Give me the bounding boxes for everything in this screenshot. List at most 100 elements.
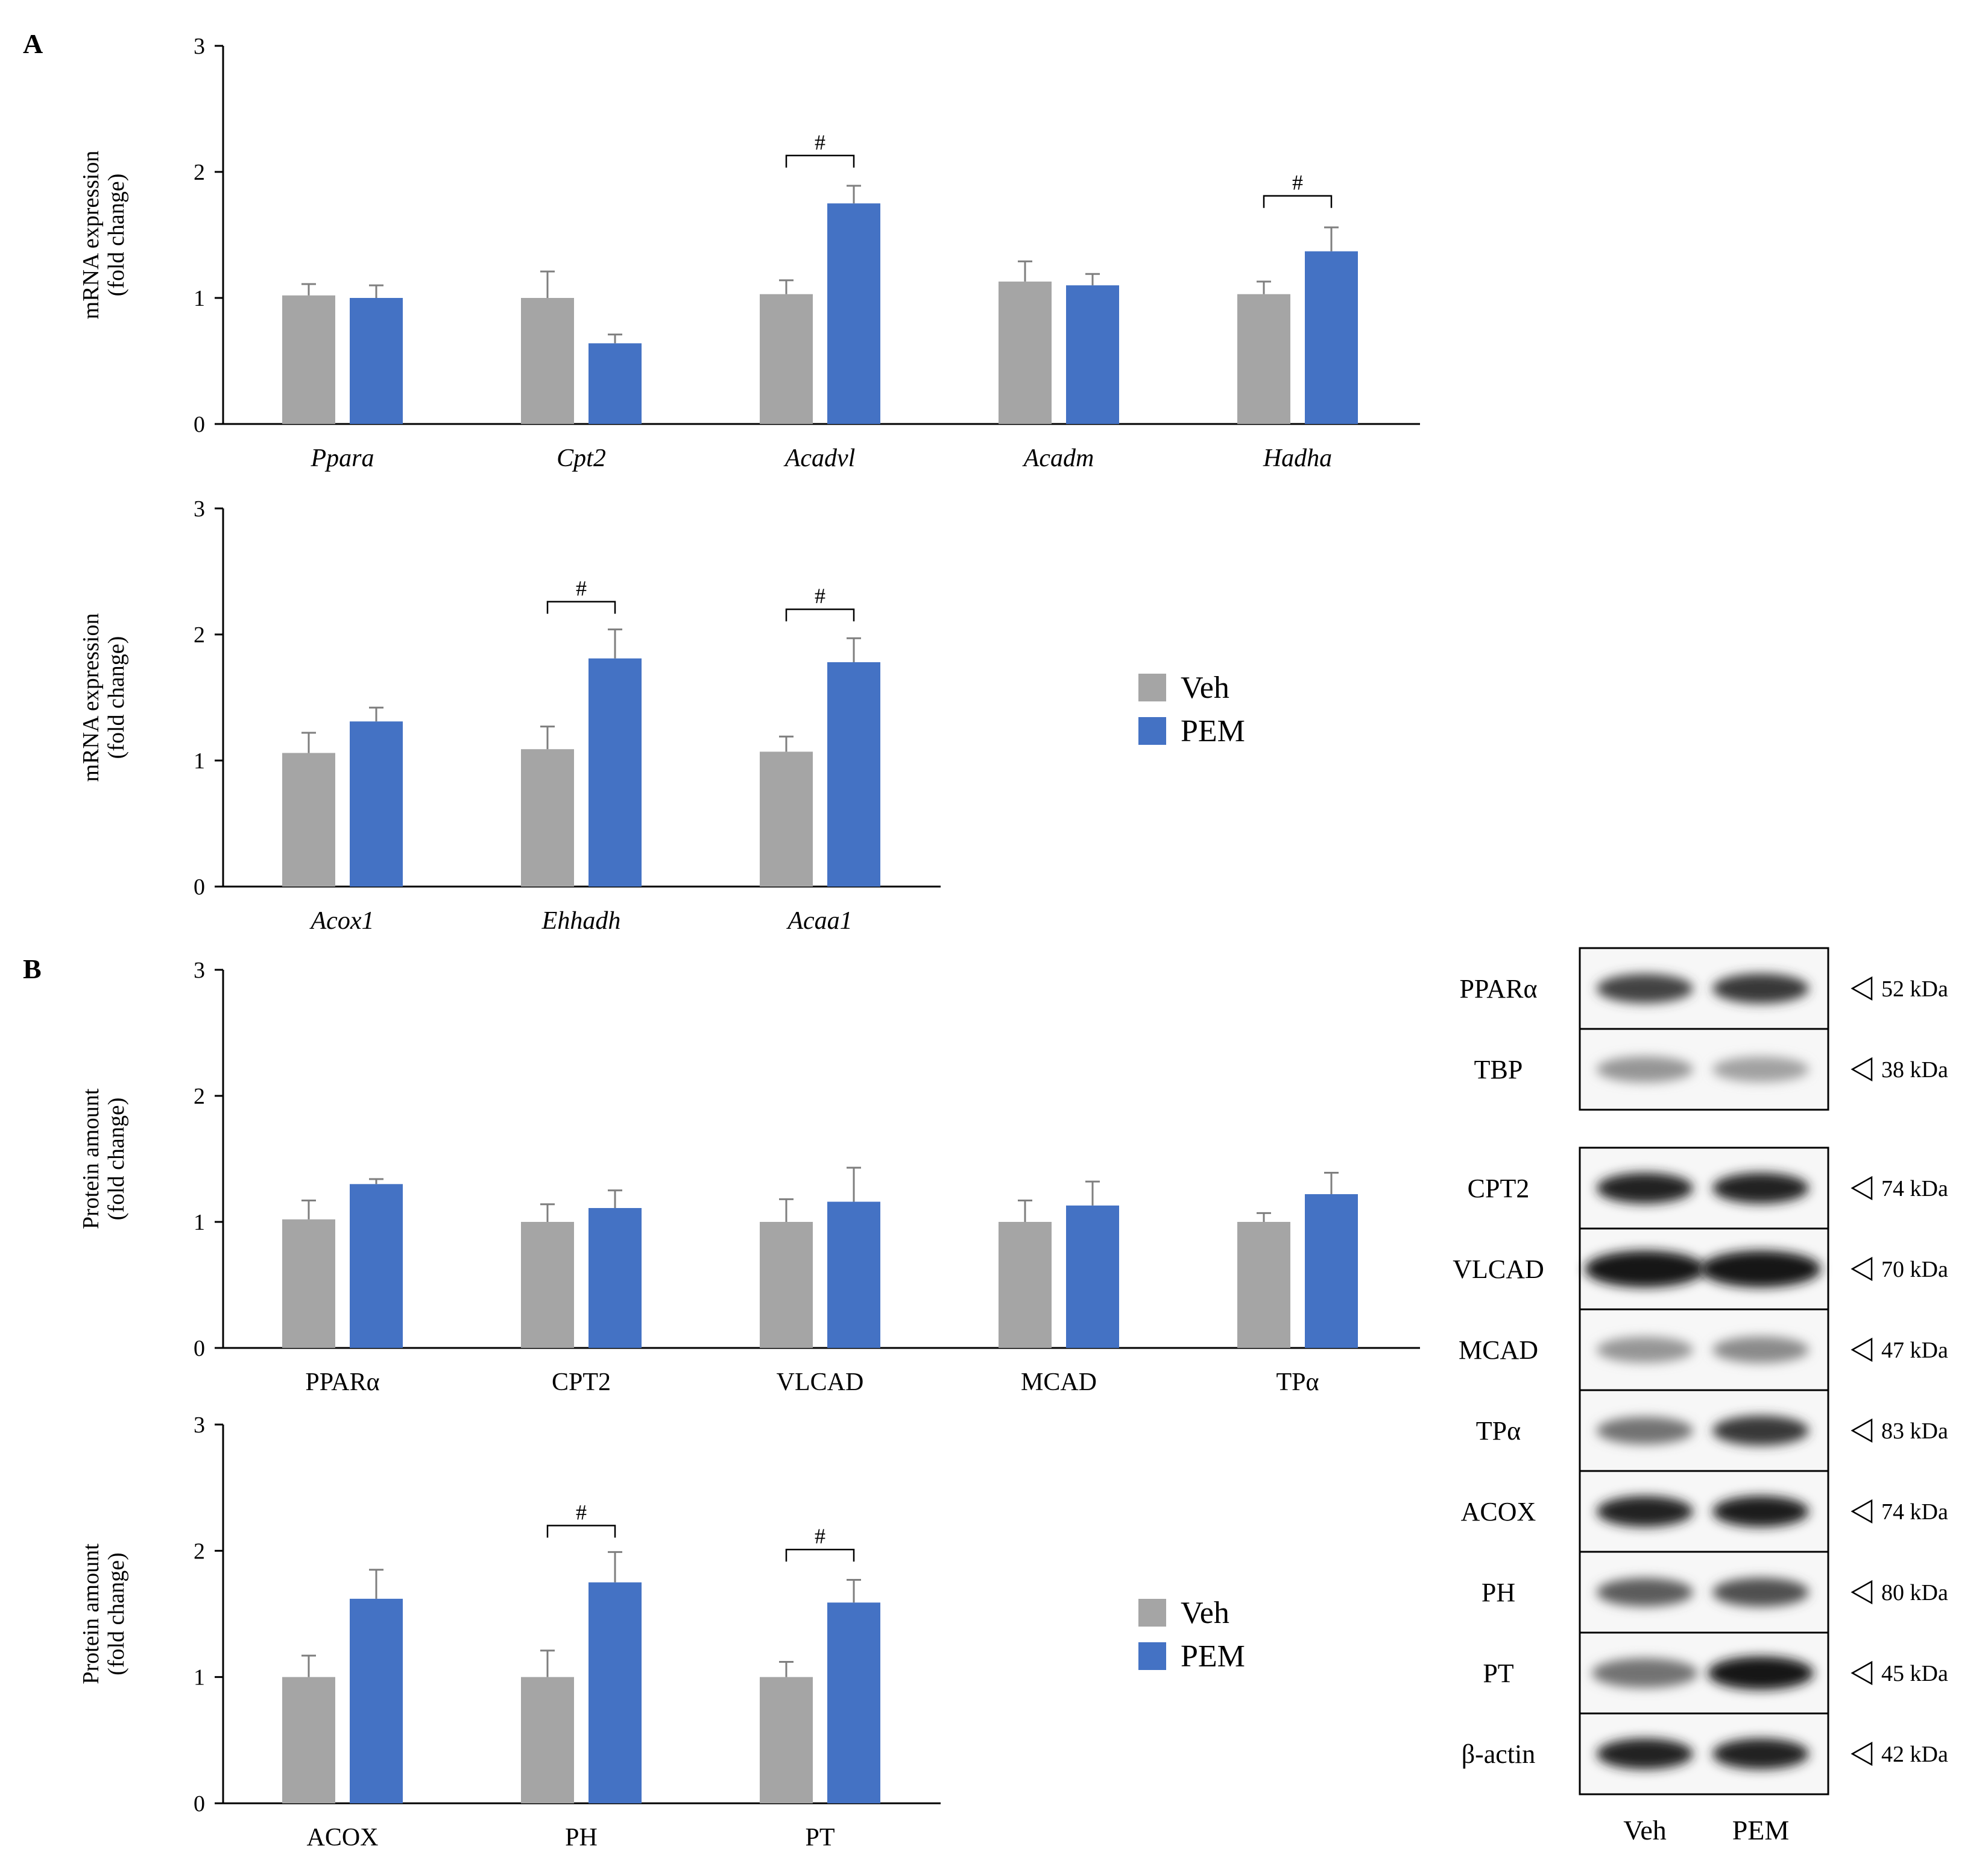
band-pem-pt [1708,1656,1814,1690]
bar-veh-tp [1237,1222,1290,1348]
bar-veh-acaa1 [760,751,813,887]
marker-arrow-icon [1851,1337,1873,1362]
marker-arrow-icon [1851,1175,1873,1201]
y-axis-label-line: (fold change) [104,1552,129,1675]
y-tick-label: 3 [194,496,205,522]
legend: Veh PEM [1138,671,1245,748]
band-veh-pt [1592,1658,1698,1688]
blot-row-actin: β-actin 42 kDa [1462,1712,1948,1795]
bar-pem-acaa1 [827,662,880,887]
bar-pem-ehhadh [589,658,642,887]
band-pem-vlcad [1700,1250,1821,1288]
bar-veh-ph [521,1677,574,1803]
blot-row-acox: ACOX 74 kDa [1461,1470,1948,1553]
legend-label-pem: PEM [1181,1639,1245,1674]
y-tick-label: 1 [194,1665,205,1691]
marker-arrow-icon [1851,1580,1873,1605]
bar-veh-cpt2 [521,1222,574,1348]
chart-b2: 0 1 2 3 Protein amount(fold change) ACOX PH PT #… [78,1412,941,1852]
y-tick-label: 1 [194,748,205,774]
marker-arrow-icon [1851,1499,1873,1524]
y-tick-label: 1 [194,286,205,311]
bar-pem-hadha [1305,251,1358,424]
marker-arrow-icon [1851,1741,1873,1767]
band-veh-vlcad [1585,1250,1705,1288]
category-label-acox1: Acox1 [309,907,374,935]
category-label-tp: TPα [1276,1368,1319,1396]
bar-veh-cpt2 [521,298,574,424]
legend-swatch-pem [1138,717,1166,745]
bar-pem-acadvl [827,203,880,424]
band-pem-ppar [1712,973,1809,1004]
significance-bracket-hadha [1263,195,1333,208]
y-axis-label-line: (fold change) [104,636,129,759]
lane-label-veh: Veh [1623,1815,1667,1846]
molecular-weight-label: 83 kDa [1881,1419,1948,1444]
significance-bracket-acadvl [785,154,855,168]
bar-pem-tp [1305,1194,1358,1348]
blot-row-ppar: PPARα 52 kDa [1459,947,1948,1030]
y-axis-label-line: Protein amount [78,1543,104,1684]
bar-veh-acadvl [760,294,813,424]
panel-a-letter: A [23,28,43,59]
y-tick-label: 0 [194,1791,205,1817]
lane-label-pem: PEM [1732,1815,1790,1846]
band-veh-acox [1597,1496,1693,1527]
significance-bracket-ph [546,1525,616,1538]
y-tick-label: 3 [194,34,205,59]
band-veh-ph [1597,1578,1693,1607]
bar-veh-mcad [999,1222,1052,1348]
significance-bracket-pt [785,1548,855,1562]
significance-mark-ph: # [576,1500,587,1524]
y-tick-label: 3 [194,1412,205,1438]
category-label-ppara: Ppara [311,444,374,472]
significance-bracket-ehhadh [546,601,616,614]
category-label-ehhadh: Ehhadh [541,907,621,935]
category-label-ppar: PPARα [305,1368,379,1396]
band-pem-tbp [1712,1056,1809,1083]
y-axis-label-line: mRNA expression [78,151,104,320]
bar-pem-cpt2 [589,1208,642,1348]
band-veh-cpt2 [1597,1172,1693,1204]
y-tick-label: 1 [194,1210,205,1235]
category-label-mcad: MCAD [1021,1368,1097,1396]
bar-pem-acox1 [350,721,403,887]
y-axis-label-line: Protein amount [78,1088,104,1229]
category-label-vlcad: VLCAD [777,1368,864,1396]
y-tick-label: 2 [194,622,205,648]
blot-row-tp: TPα 83 kDa [1476,1389,1948,1472]
bar-pem-ph [589,1582,642,1803]
legend: Veh PEM [1138,1596,1245,1674]
bar-pem-acadm [1066,285,1119,424]
category-label-pt: PT [805,1824,835,1852]
band-pem-acox [1712,1496,1809,1527]
marker-arrow-icon [1851,1256,1873,1282]
molecular-weight-label: 38 kDa [1881,1057,1948,1083]
blot-protein-label: PH [1482,1578,1515,1607]
band-pem-mcad [1712,1336,1809,1363]
bar-pem-cpt2 [589,343,642,424]
y-tick-label: 0 [194,412,205,437]
bar-pem-vlcad [827,1201,880,1348]
category-label-hadha: Hadha [1263,444,1332,472]
band-veh-tbp [1597,1056,1693,1083]
molecular-weight-label: 70 kDa [1881,1257,1948,1282]
significance-bracket-acaa1 [785,608,855,622]
bar-veh-ppar [282,1219,335,1348]
y-axis-label: Protein amount(fold change) [78,1543,129,1684]
category-label-cpt2: CPT2 [552,1368,611,1396]
molecular-weight-label: 74 kDa [1881,1499,1948,1525]
y-axis-label-line: (fold change) [104,1098,129,1221]
category-label-cpt2: Cpt2 [557,444,606,472]
bar-charts: 0 1 2 3 mRNA expression (fold change) Ppara Cpt… [78,34,1420,1852]
y-tick-label: 0 [194,1336,205,1361]
legend-swatch-veh [1138,674,1166,701]
band-veh-actin [1597,1738,1693,1770]
bar-veh-pt [760,1677,813,1803]
chart-a1: 0 1 2 3 mRNA expression(fold change) Ppara Cpt… [78,34,1420,472]
band-pem-cpt2 [1712,1172,1809,1204]
y-tick-label: 2 [194,1084,205,1109]
blot-protein-label: PPARα [1459,974,1537,1004]
blot-protein-label: CPT2 [1468,1174,1530,1203]
legend-swatch-veh [1138,1599,1166,1627]
